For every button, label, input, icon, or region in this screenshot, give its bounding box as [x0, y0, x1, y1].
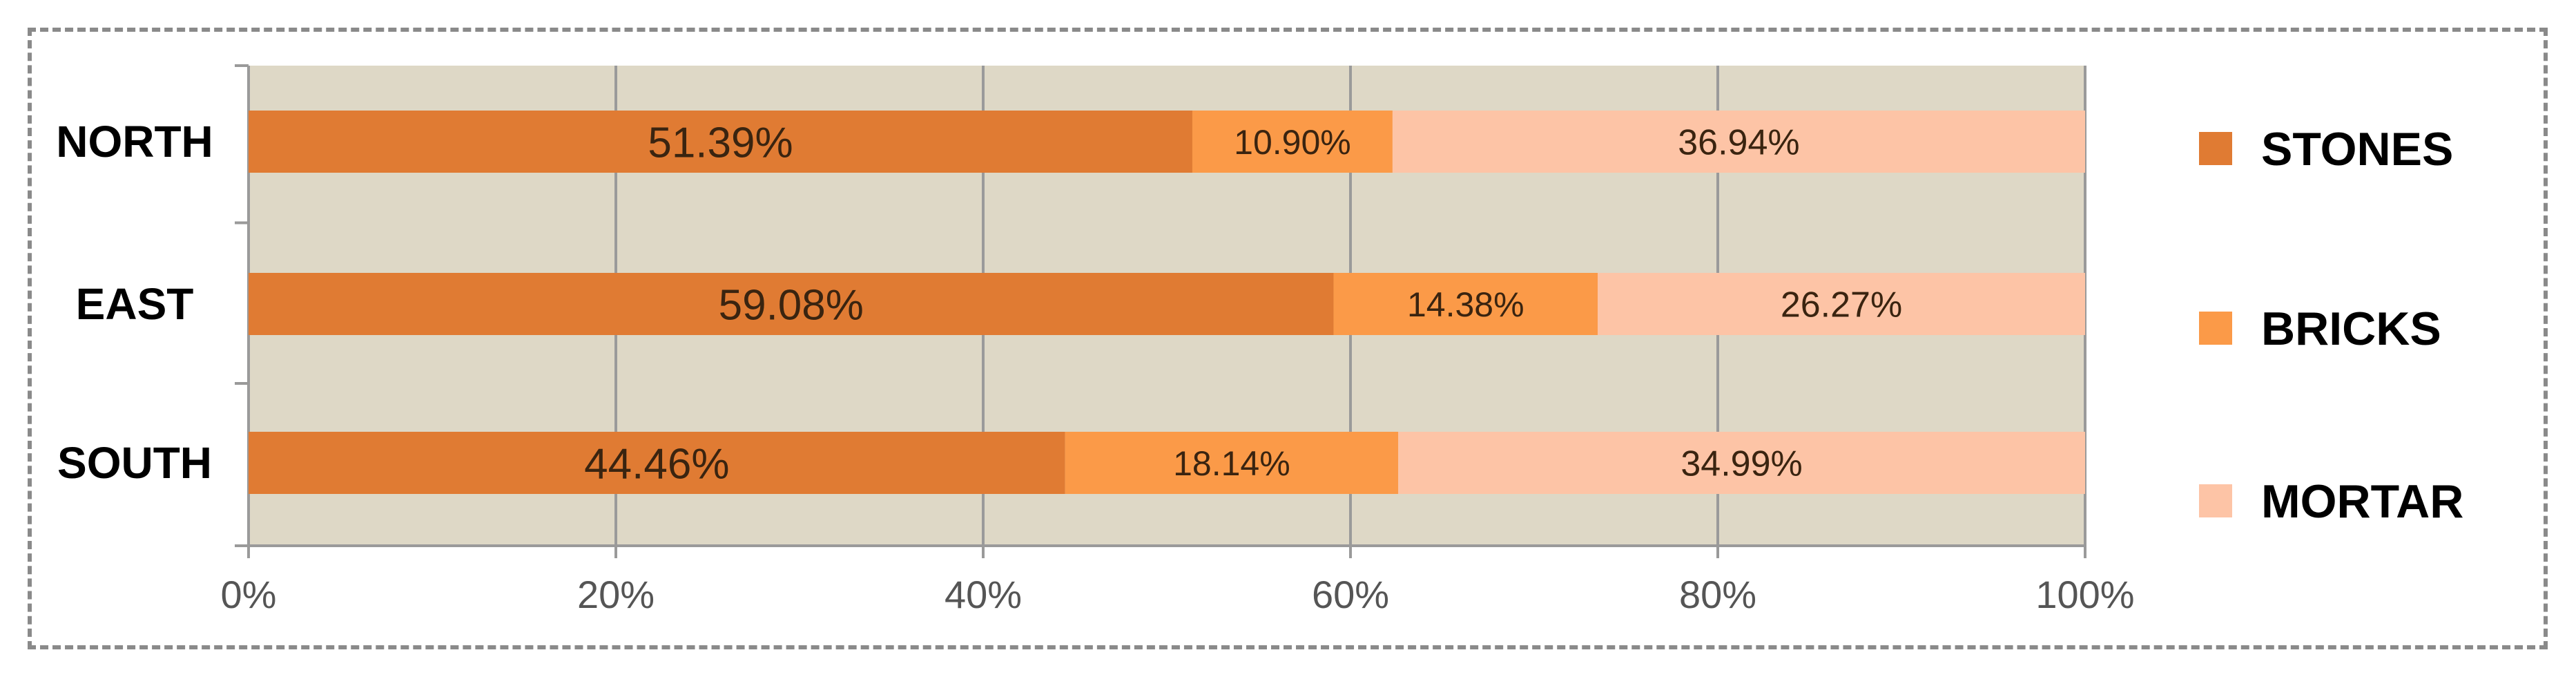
- x-tick-labels: 0% 20% 40% 60% 80% 100%: [221, 573, 2135, 616]
- chart-frame: [28, 28, 2548, 649]
- legend-swatch-bricks: [2199, 312, 2232, 345]
- category-label: SOUTH: [57, 438, 212, 488]
- data-label: 36.94%: [1678, 123, 1799, 163]
- data-label: 59.08%: [719, 281, 864, 329]
- legend-label-bricks: BRICKS: [2261, 303, 2441, 355]
- legend-label-stones: STONES: [2261, 123, 2453, 175]
- bar-mortar-south: [1398, 432, 2085, 494]
- data-label: 34.99%: [1681, 444, 1802, 484]
- bar-bricks-east: [1333, 273, 1598, 335]
- legend-swatch-stones: [2199, 132, 2232, 165]
- x-tick-label: 20%: [577, 573, 655, 616]
- data-label: 26.27%: [1781, 285, 1902, 325]
- bar-bricks-north: [1192, 111, 1393, 173]
- data-label: 44.46%: [584, 440, 729, 488]
- bar-stones-north: [249, 111, 1192, 173]
- x-tick-label: 40%: [945, 573, 1022, 616]
- category-label: EAST: [76, 279, 194, 329]
- x-tick-label: 80%: [1679, 573, 1756, 616]
- data-label: 18.14%: [1173, 444, 1290, 483]
- x-tick-label: 100%: [2035, 573, 2134, 616]
- data-label: 14.38%: [1407, 285, 1524, 324]
- bar-bricks-south: [1065, 432, 1399, 494]
- bar-stones-east: [249, 273, 1334, 335]
- legend-swatch-mortar: [2199, 484, 2232, 517]
- x-tick-label: 60%: [1312, 573, 1389, 616]
- bars: 51.39% 10.90% 36.94% 59.08% 14.38% 26.27% 44.4…: [249, 111, 2085, 494]
- legend: STONES BRICKS MORTAR: [2199, 123, 2463, 528]
- legend-label-mortar: MORTAR: [2261, 475, 2463, 528]
- x-tick-label: 0%: [221, 573, 277, 616]
- bar-mortar-north: [1392, 111, 2085, 173]
- category-label: NORTH: [56, 117, 213, 166]
- data-label: 10.90%: [1234, 123, 1351, 162]
- bar-mortar-east: [1598, 273, 2085, 335]
- data-label: 51.39%: [648, 119, 793, 166]
- category-labels: NORTH EAST SOUTH: [56, 117, 213, 488]
- bar-stones-south: [249, 432, 1065, 494]
